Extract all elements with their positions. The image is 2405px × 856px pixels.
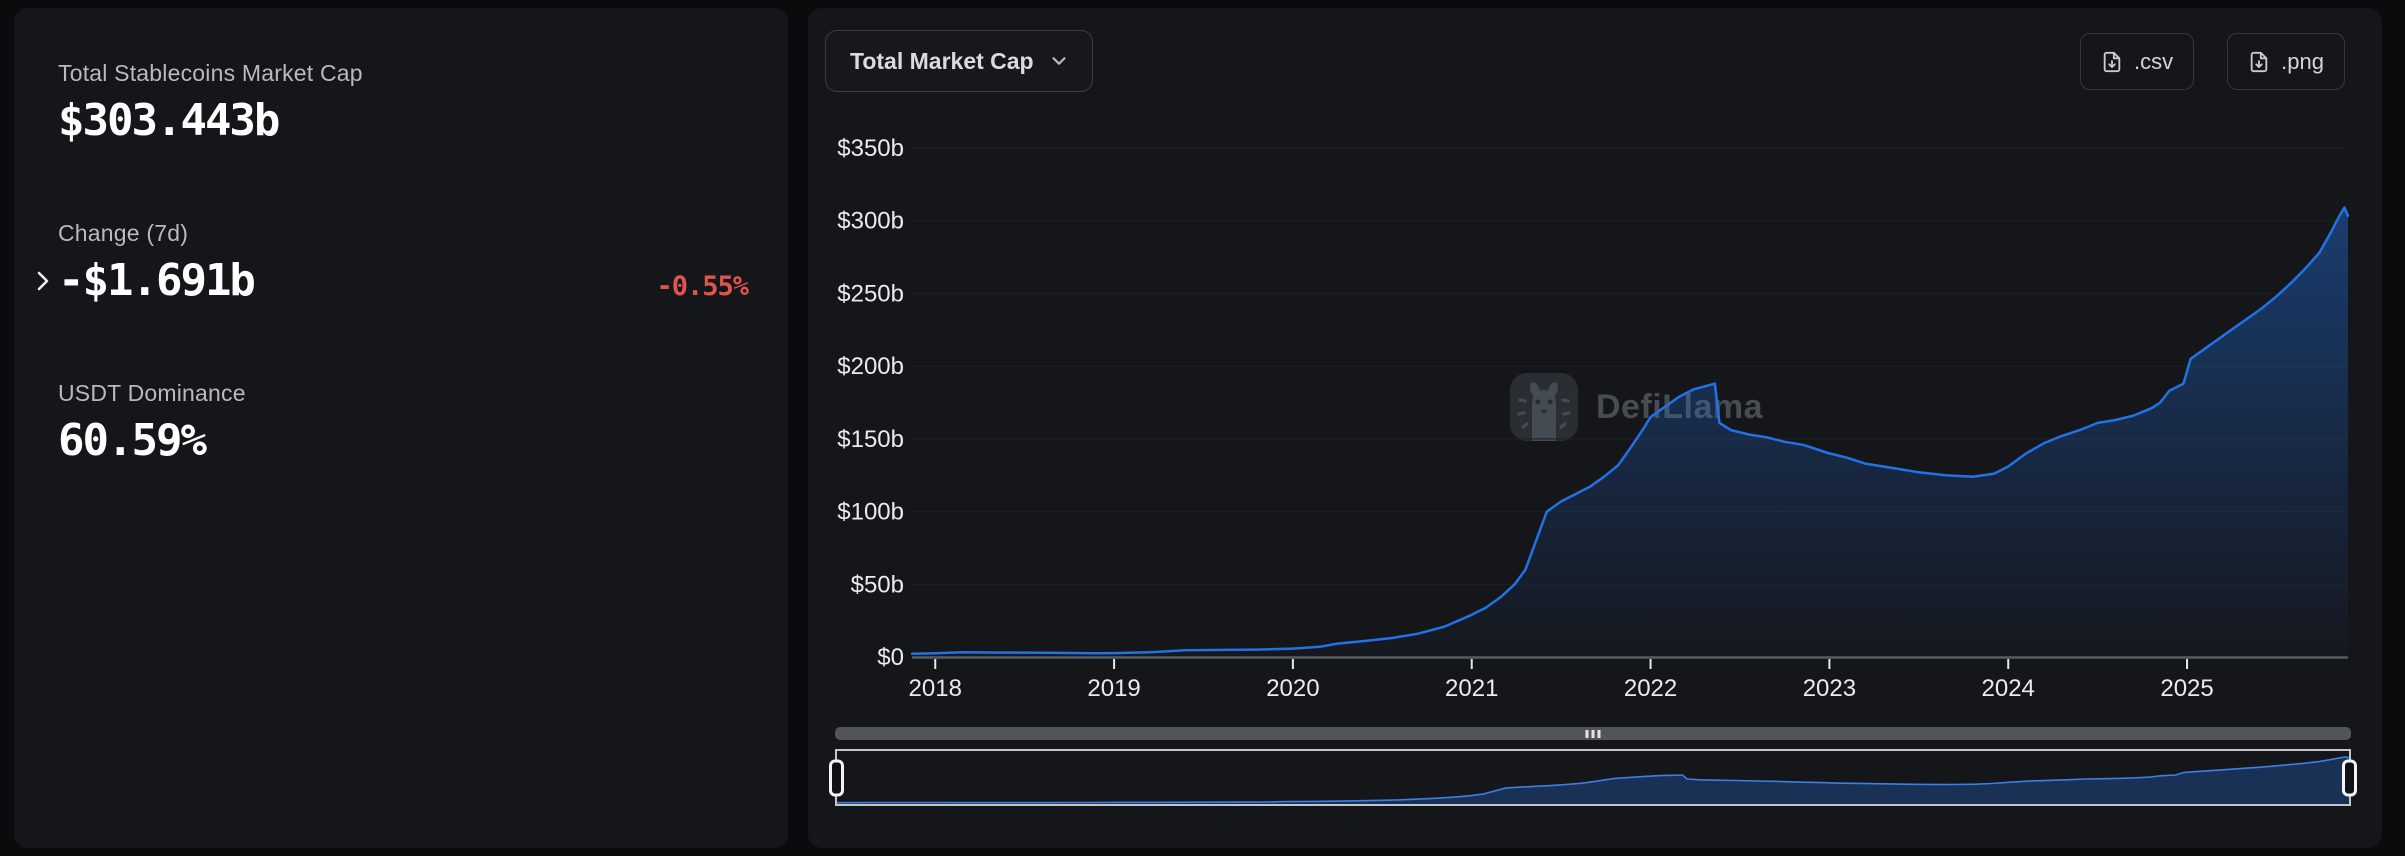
usdt-dominance-value: 60.59%	[58, 415, 207, 466]
chart-panel: Total Market Cap .csv .png	[808, 8, 2382, 848]
export-png-button[interactable]: .png	[2227, 33, 2345, 90]
svg-text:$300b: $300b	[837, 208, 904, 235]
usdt-dominance-label: USDT Dominance	[58, 380, 246, 406]
defillama-llama-logo-icon	[1510, 373, 1578, 441]
svg-text:$50b: $50b	[851, 571, 904, 598]
usdt-dominance-stat: USDT Dominance 60.59%	[58, 380, 748, 466]
chevron-down-icon	[1052, 57, 1066, 65]
export-buttons: .csv .png	[2080, 33, 2345, 90]
metric-dropdown[interactable]: Total Market Cap	[825, 30, 1093, 92]
svg-text:2019: 2019	[1087, 675, 1140, 702]
chevron-right-icon[interactable]	[30, 268, 56, 294]
download-file-icon	[2250, 51, 2268, 72]
svg-text:$200b: $200b	[837, 353, 904, 380]
navigator-mini-chart[interactable]	[837, 751, 2349, 804]
svg-text:2025: 2025	[2160, 675, 2213, 702]
defillama-watermark: DefiLlama	[1508, 371, 1763, 443]
svg-text:2023: 2023	[1803, 675, 1856, 702]
scrollbar-grip-icon[interactable]	[1585, 729, 1601, 738]
download-file-icon	[2103, 51, 2121, 72]
svg-text:$0: $0	[877, 644, 904, 671]
navigator-scrollbar[interactable]	[835, 727, 2351, 740]
svg-text:2022: 2022	[1624, 675, 1677, 702]
total-mcap-stat: Total Stablecoins Market Cap $303.443b	[58, 60, 748, 146]
total-mcap-value: $303.443b	[58, 95, 280, 146]
navigator-right-handle[interactable]	[2342, 759, 2357, 796]
svg-text:$250b: $250b	[837, 280, 904, 307]
navigator-left-handle[interactable]	[829, 759, 844, 796]
change-7d-row: -$1.691b -0.55%	[37, 255, 749, 306]
export-csv-button[interactable]: .csv	[2080, 33, 2195, 90]
total-mcap-label: Total Stablecoins Market Cap	[58, 60, 363, 86]
navigator-track[interactable]	[829, 749, 2357, 806]
chart-navigator	[829, 727, 2357, 806]
svg-text:2024: 2024	[1982, 675, 2035, 702]
export-csv-label: .csv	[2134, 48, 2174, 74]
stats-panel: Total Stablecoins Market Cap $303.443b C…	[14, 8, 788, 848]
svg-text:$350b: $350b	[837, 135, 904, 162]
change-7d-percent: -0.55%	[656, 271, 749, 302]
svg-text:2021: 2021	[1445, 675, 1498, 702]
change-7d-stat: Change (7d) -$1.691b -0.55%	[37, 220, 749, 306]
export-png-label: .png	[2281, 48, 2324, 74]
main-chart[interactable]: DefiLlama $0 $50b $100b $150b $200b $250b $300…	[808, 90, 2382, 720]
metric-dropdown-label: Total Market Cap	[850, 47, 1034, 74]
change-7d-value: -$1.691b	[58, 255, 256, 306]
change-7d-label: Change (7d)	[58, 220, 189, 246]
svg-text:$100b: $100b	[837, 499, 904, 526]
svg-text:$150b: $150b	[837, 426, 904, 453]
svg-text:2018: 2018	[909, 675, 962, 702]
total-market-cap-chart[interactable]: $0 $50b $100b $150b $200b $250b $300b $350b 2018…	[808, 90, 2382, 720]
svg-text:2020: 2020	[1266, 675, 1319, 702]
